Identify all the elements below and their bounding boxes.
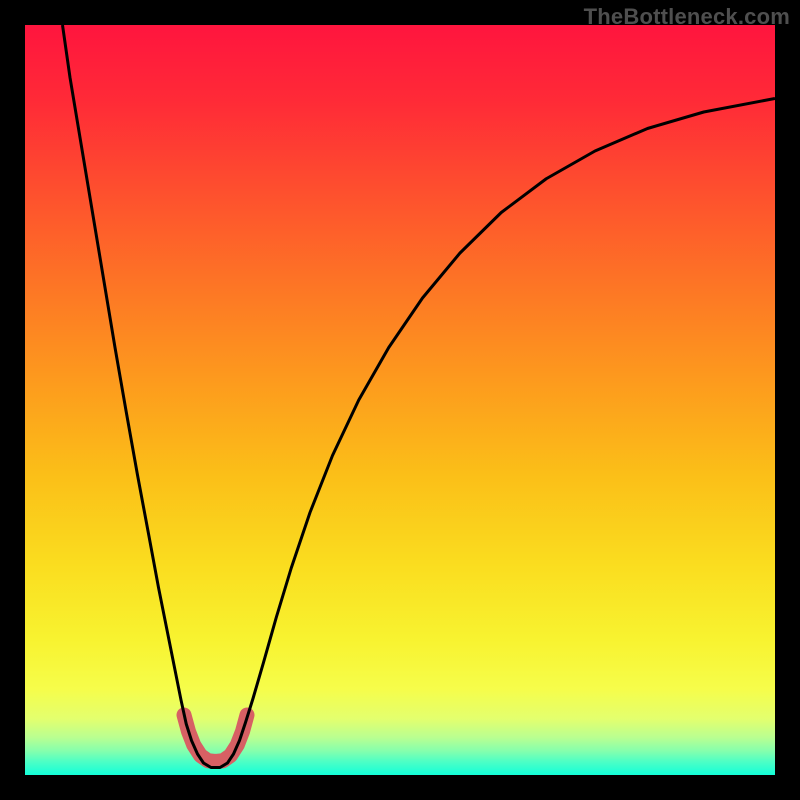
chart-container: { "watermark": { "text": "TheBottleneck.… <box>0 0 800 800</box>
gradient-background <box>25 25 775 775</box>
watermark-text: TheBottleneck.com <box>584 4 790 30</box>
bottleneck-curve-chart <box>0 0 800 800</box>
